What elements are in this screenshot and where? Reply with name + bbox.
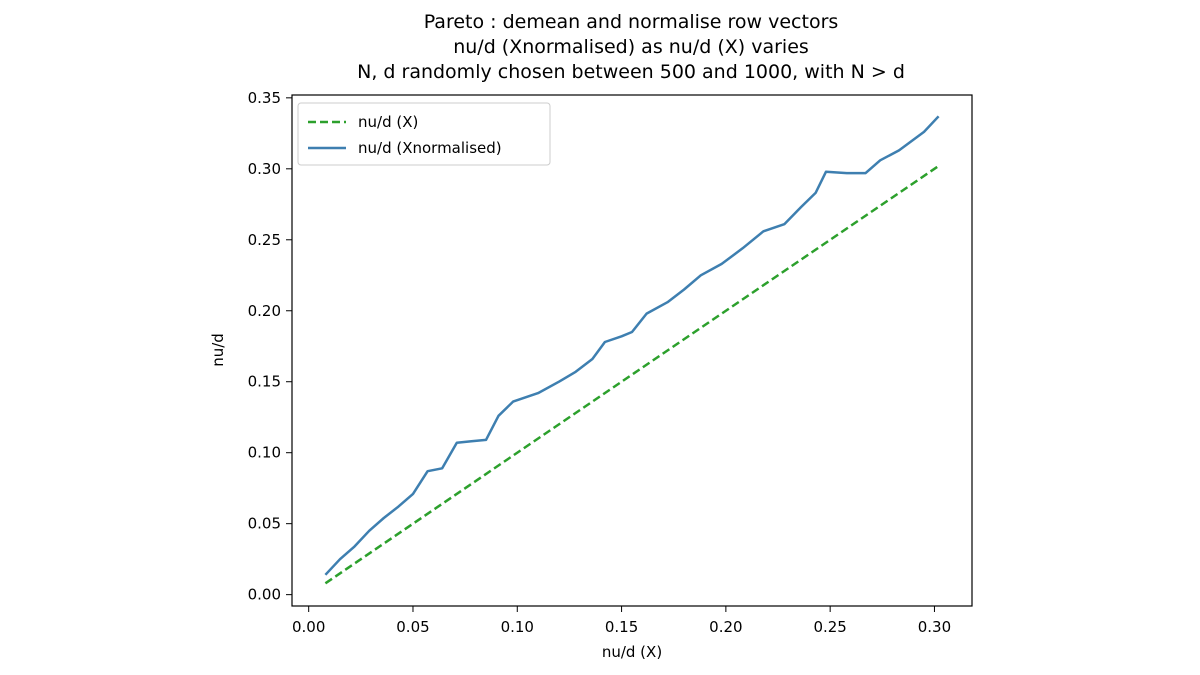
series-line-nu-d-x (324, 164, 940, 585)
chart-title-line-3: N, d randomly chosen between 500 and 100… (357, 61, 905, 83)
y-tick-label: 0.20 (248, 302, 281, 320)
x-axis-label: nu/d (X) (602, 643, 662, 661)
x-tick-label: 0.25 (813, 618, 846, 636)
y-tick-label: 0.00 (248, 586, 281, 604)
series-line-nu-d-xnormalised (324, 115, 940, 576)
y-axis-label: nu/d (209, 333, 227, 367)
x-tick-label: 0.15 (605, 618, 638, 636)
legend-label-nu-d-x: nu/d (X) (358, 113, 418, 131)
x-tick-label: 0.10 (501, 618, 534, 636)
x-axis-ticks: 0.00 0.05 0.10 0.15 0.20 0.25 0.30 (292, 606, 951, 636)
x-tick-label: 0.20 (709, 618, 742, 636)
chart-title-line-2: nu/d (Xnormalised) as nu/d (X) varies (453, 36, 809, 58)
chart-title: Pareto : demean and normalise row vector… (357, 11, 905, 83)
plot-frame (291, 94, 973, 607)
y-tick-label: 0.10 (248, 444, 281, 462)
x-tick-label: 0.30 (918, 618, 951, 636)
legend-label-nu-d-xnormalised: nu/d (Xnormalised) (358, 139, 502, 157)
legend-box (297, 102, 551, 166)
y-axis-ticks: 0.00 0.05 0.10 0.15 0.20 0.25 0.30 0.35 (248, 89, 292, 604)
x-tick-label: 0.05 (396, 618, 429, 636)
plot-lines (324, 115, 940, 585)
y-tick-label: 0.25 (248, 231, 281, 249)
y-tick-label: 0.05 (248, 515, 281, 533)
y-tick-label: 0.15 (248, 373, 281, 391)
y-tick-label: 0.30 (248, 160, 281, 178)
legend: nu/d (X) nu/d (Xnormalised) (297, 102, 551, 166)
y-tick-label: 0.35 (248, 89, 281, 107)
x-tick-label: 0.00 (292, 618, 325, 636)
chart-title-line-1: Pareto : demean and normalise row vector… (424, 11, 839, 33)
